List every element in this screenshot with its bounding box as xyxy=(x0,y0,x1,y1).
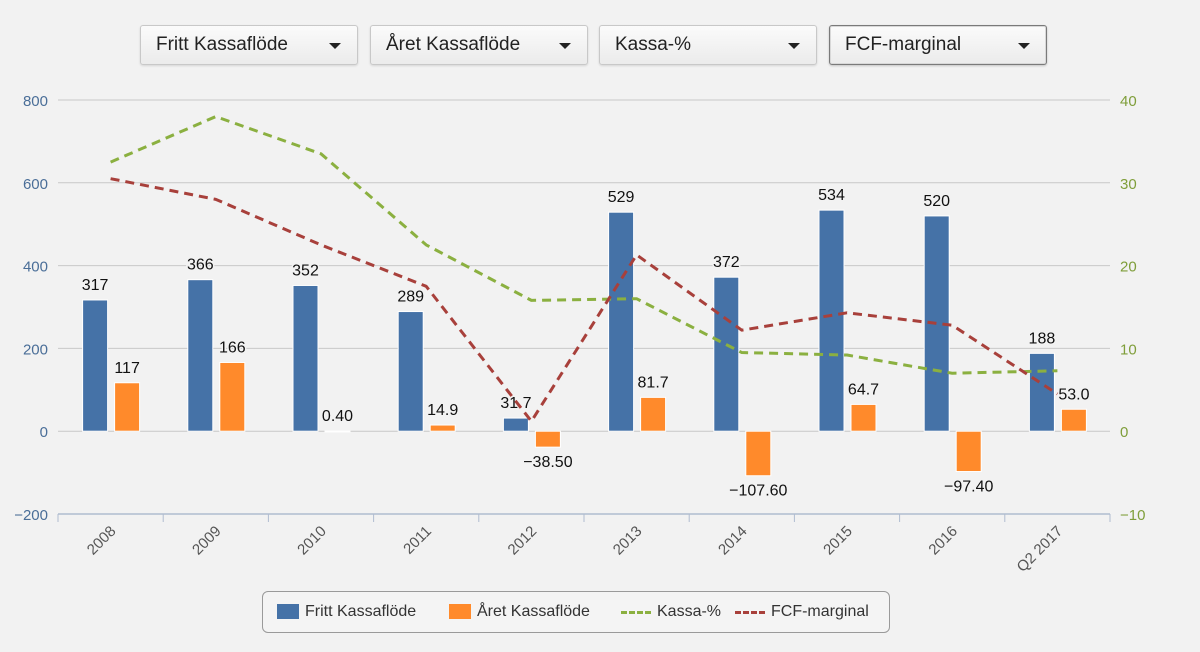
data-label: −107.60 xyxy=(729,483,787,500)
bar-aret xyxy=(114,382,141,432)
bar-aret xyxy=(850,403,877,432)
x-tick-label: 2011 xyxy=(400,523,435,558)
legend-swatch xyxy=(277,604,299,619)
bar-aret xyxy=(219,361,246,432)
bar-aret xyxy=(745,430,772,477)
x-tick-label: 2015 xyxy=(820,523,856,559)
bar-aret xyxy=(534,430,561,448)
y-left-tick-label: 0 xyxy=(40,424,48,441)
bar-aret xyxy=(1060,408,1087,432)
x-tick-label: Q2 2017 xyxy=(1014,523,1067,576)
legend-item-fritt-kassaflode[interactable]: Fritt Kassaflöde xyxy=(277,592,447,632)
data-label: 81.7 xyxy=(638,374,669,391)
data-label: 64.7 xyxy=(848,381,879,398)
caret-down-icon xyxy=(559,43,571,49)
dropdown-kassa-procent[interactable]: Kassa-% xyxy=(599,25,817,65)
bar-fritt xyxy=(818,209,845,432)
legend-label: Fritt Kassaflöde xyxy=(305,603,417,620)
data-label: 0.40 xyxy=(322,408,353,425)
legend-item-fcf-marginal[interactable]: FCF-marginal xyxy=(735,592,885,632)
data-label: 188 xyxy=(1029,330,1056,347)
bar-fritt xyxy=(1028,352,1055,432)
bar-aret xyxy=(324,430,351,433)
bar-fritt xyxy=(713,276,740,432)
y-right-tick-label: 30 xyxy=(1120,176,1137,193)
y-right-tick-label: −10 xyxy=(1120,507,1145,524)
caret-down-icon xyxy=(329,43,341,49)
data-label: 289 xyxy=(397,289,424,306)
dropdown-label: FCF-marginal xyxy=(845,34,962,55)
data-label: 166 xyxy=(219,339,246,356)
y-left-tick-label: 800 xyxy=(23,93,48,110)
y-left-tick-label: 600 xyxy=(23,176,48,193)
y-right-tick-label: 10 xyxy=(1120,341,1137,358)
dropdown-label: Året Kassaflöde xyxy=(386,34,521,55)
data-label: 372 xyxy=(713,254,740,271)
x-tick-label: 2010 xyxy=(294,523,330,559)
legend-item-kassa-procent[interactable]: Kassa-% xyxy=(621,592,733,632)
data-label: 53.0 xyxy=(1058,386,1089,403)
data-label: 520 xyxy=(923,193,950,210)
dropdown-fcf-marginal[interactable]: FCF-marginal xyxy=(829,25,1047,65)
data-label: −97.40 xyxy=(944,479,993,496)
y-right-tick-label: 0 xyxy=(1120,424,1128,441)
y-left-tick-label: 400 xyxy=(23,259,48,276)
x-tick-label: 2013 xyxy=(610,523,646,559)
x-tick-label: 2008 xyxy=(84,523,120,559)
legend-swatch xyxy=(621,611,651,614)
data-label: 366 xyxy=(187,257,214,274)
x-tick-label: 2014 xyxy=(715,523,751,559)
legend-label: Året Kassaflöde xyxy=(477,603,590,620)
bar-fritt xyxy=(608,211,635,432)
bar-fritt xyxy=(292,284,319,432)
bar-fritt xyxy=(187,279,214,432)
bar-fritt xyxy=(82,299,109,432)
data-label: 352 xyxy=(292,262,319,279)
data-label: 14.9 xyxy=(427,402,458,419)
dropdown-label: Fritt Kassaflöde xyxy=(156,34,288,55)
caret-down-icon xyxy=(788,43,800,49)
line-kassa-procent xyxy=(110,115,1058,375)
bar-aret xyxy=(955,430,982,473)
data-label: 529 xyxy=(608,189,635,206)
data-label: 317 xyxy=(82,277,109,294)
dropdown-label: Kassa-% xyxy=(615,34,692,55)
chart-toolbar: Fritt Kassaflöde Året Kassaflöde Kassa-%… xyxy=(0,0,1200,90)
y-left-tick-label: −200 xyxy=(14,507,48,524)
legend-swatch xyxy=(449,604,471,619)
legend-label: FCF-marginal xyxy=(771,603,869,620)
x-tick-label: 2016 xyxy=(925,523,961,559)
bar-aret xyxy=(640,396,667,432)
x-tick-label: 2012 xyxy=(505,523,541,559)
dropdown-aret-kassaflode[interactable]: Året Kassaflöde xyxy=(370,25,588,65)
bar-aret xyxy=(429,424,456,432)
data-label: 534 xyxy=(818,187,845,204)
chart-legend: Fritt Kassaflöde Året Kassaflöde Kassa-%… xyxy=(262,591,890,633)
legend-item-aret-kassaflode[interactable]: Året Kassaflöde xyxy=(449,592,619,632)
caret-down-icon xyxy=(1018,43,1030,49)
bar-fritt xyxy=(502,417,529,432)
bar-fritt xyxy=(397,311,424,432)
y-right-tick-label: 40 xyxy=(1120,93,1137,110)
x-tick-label: 2009 xyxy=(189,523,225,559)
y-left-tick-label: 200 xyxy=(23,341,48,358)
dropdown-fritt-kassaflode[interactable]: Fritt Kassaflöde xyxy=(140,25,358,65)
combo-chart: −200 0 200 400 600 800 −10 0 10 20 30 40 2008 2009 201… xyxy=(14,93,1145,576)
legend-swatch xyxy=(735,611,765,614)
legend-label: Kassa-% xyxy=(657,603,722,620)
data-label: −38.50 xyxy=(523,454,572,471)
line-fcf-marginal xyxy=(110,177,1059,423)
data-label: 117 xyxy=(114,360,140,377)
y-right-tick-label: 20 xyxy=(1120,259,1137,276)
